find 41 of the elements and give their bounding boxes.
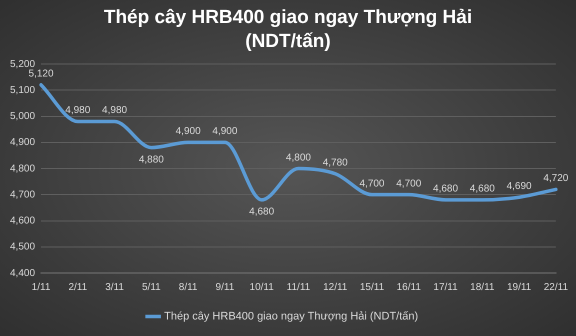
y-tick-label: 4,700 bbox=[10, 189, 36, 200]
data-label: 4,700 bbox=[359, 178, 385, 190]
data-label: 4,720 bbox=[543, 173, 569, 184]
data-label: 4,800 bbox=[286, 152, 312, 164]
data-label: 4,680 bbox=[470, 184, 496, 195]
x-tick-label: 5/11 bbox=[142, 282, 162, 293]
data-label: 4,900 bbox=[212, 126, 238, 138]
x-tick-label: 1/11 bbox=[32, 282, 51, 293]
data-label: 4,690 bbox=[506, 180, 532, 192]
x-tick-label: 9/11 bbox=[216, 282, 235, 293]
data-label: 4,980 bbox=[102, 105, 128, 116]
y-tick-label: 5,100 bbox=[10, 84, 36, 96]
x-tick-label: 10/11 bbox=[250, 282, 274, 293]
data-label: 4,980 bbox=[65, 105, 91, 116]
data-label: 4,700 bbox=[396, 178, 422, 190]
x-tick-label: 19/11 bbox=[506, 282, 532, 293]
y-tick-label: 5,200 bbox=[10, 58, 36, 70]
data-label: 5,120 bbox=[28, 68, 54, 80]
x-tick-label: 16/11 bbox=[396, 282, 422, 293]
data-label: 4,680 bbox=[249, 206, 275, 218]
x-tick-label: 22/11 bbox=[544, 282, 568, 293]
y-tick-label: 4,600 bbox=[10, 216, 36, 226]
y-tick-label: 4,500 bbox=[10, 242, 36, 253]
chart-title: Thép cây HRB400 giao ngay Thượng Hải (NDT/tấn) bbox=[102, 6, 474, 54]
y-tick-label: 5,000 bbox=[10, 111, 36, 122]
y-tick-label: 4,900 bbox=[10, 137, 36, 148]
y-tick-label: 4,400 bbox=[10, 268, 36, 279]
x-tick-label: 12/11 bbox=[323, 282, 348, 293]
x-tick-label: 11/11 bbox=[286, 282, 311, 293]
y-tick-label: 4,800 bbox=[10, 163, 36, 174]
x-tick-label: 15/11 bbox=[360, 282, 385, 293]
x-tick-label: 3/11 bbox=[105, 282, 124, 293]
x-tick-label: 17/11 bbox=[433, 282, 458, 293]
data-label: 4,680 bbox=[433, 184, 458, 195]
legend-label: Thép cây HRB400 giao ngay Thượng Hải (NDT/tấn) bbox=[164, 310, 418, 323]
data-label: 4,880 bbox=[138, 154, 164, 166]
data-label: 4,900 bbox=[176, 126, 202, 138]
x-tick-label: 8/11 bbox=[178, 282, 198, 293]
x-tick-label: 2/11 bbox=[68, 282, 88, 293]
x-tick-label: 18/11 bbox=[470, 282, 495, 293]
data-label: 4,780 bbox=[322, 157, 348, 168]
